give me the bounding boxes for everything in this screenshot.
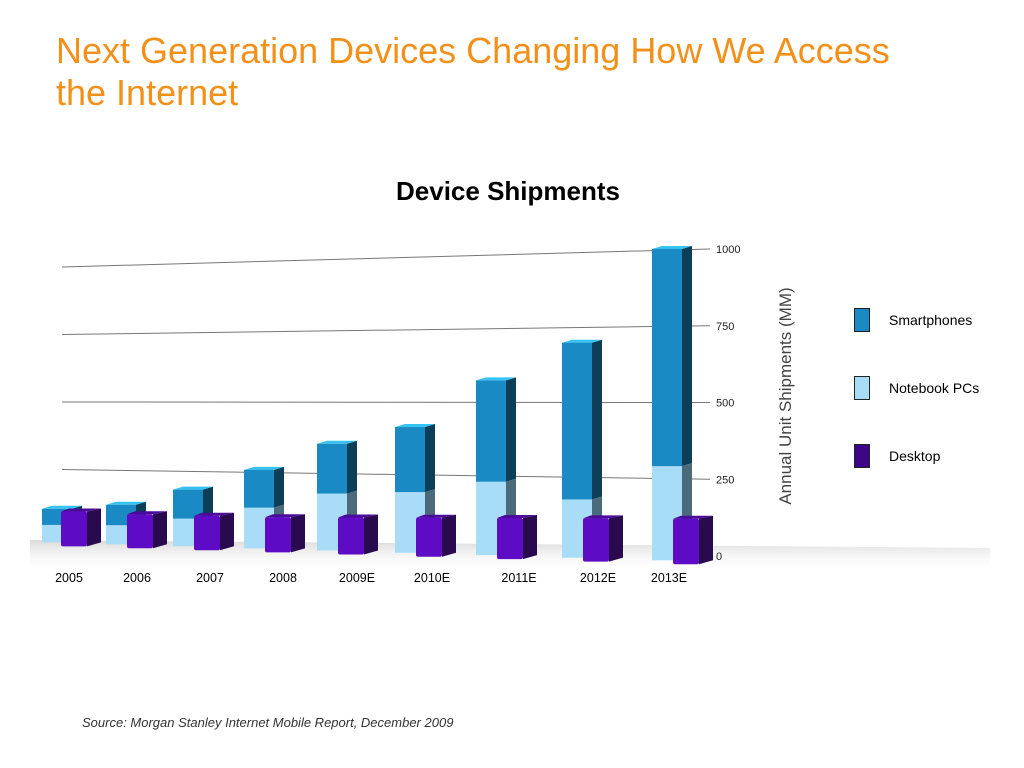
bar-group-2013e	[652, 246, 713, 565]
desktop-bar	[265, 517, 291, 553]
smartphones-bar	[395, 427, 425, 493]
desktop-bar-top	[265, 514, 305, 518]
desktop-bar-side	[609, 515, 623, 562]
x-tick-label: 2012E	[580, 571, 616, 585]
legend-label: Notebook PCs	[889, 380, 980, 396]
smartphones-bar	[244, 469, 274, 508]
y-axis-label: Annual Unit Shipments (MM)	[776, 287, 795, 504]
smartphones-bar	[173, 489, 203, 519]
desktop-bar	[673, 518, 699, 565]
desktop-bar-side	[442, 514, 456, 557]
desktop-bar-side	[220, 512, 234, 551]
bar-group-2007	[173, 486, 234, 551]
smartphones-bar	[317, 443, 347, 494]
desktop-bar-side	[699, 515, 713, 565]
desktop-bar-top	[338, 514, 378, 518]
desktop-bar	[338, 517, 364, 555]
gridline	[61, 248, 711, 268]
desktop-bar-top	[127, 511, 167, 515]
y-tick-label: 750	[716, 321, 734, 333]
desktop-bar-top	[194, 512, 234, 516]
desktop-bar	[497, 518, 523, 560]
smartphones-bar-side	[203, 486, 213, 519]
x-tick-label: 2010E	[414, 571, 450, 585]
legend-label: Smartphones	[889, 312, 973, 328]
legend-swatch-smartphones	[854, 308, 870, 332]
desktop-bar-side	[153, 511, 167, 549]
desktop-bar	[416, 517, 442, 557]
desktop-bar-top	[416, 514, 456, 518]
x-tick-label: 2009E	[339, 571, 375, 585]
x-tick-label: 2005	[55, 571, 83, 585]
desktop-bar-top	[583, 515, 623, 519]
desktop-bar-top	[61, 508, 101, 512]
chart-title: Device Shipments	[396, 176, 620, 206]
desktop-bar	[61, 511, 87, 547]
y-axis-ticks: 0 250 500 750 1000	[716, 244, 740, 563]
x-tick-label: 2013E	[651, 571, 687, 585]
desktop-bar-side	[87, 508, 101, 547]
desktop-bar	[194, 515, 220, 551]
slide-title: Next Generation Devices Changing How We …	[56, 30, 890, 113]
x-axis-labels: 2005 2006 2007 2008 2009E 2010E 2011E 2012E 2013…	[55, 571, 687, 585]
smartphones-bar-side	[274, 466, 284, 508]
smartphones-bar-top	[106, 501, 146, 505]
smartphones-bar-side	[506, 377, 516, 482]
gridline	[61, 325, 711, 335]
bar-group-2009e	[317, 440, 378, 555]
smartphones-bar-top	[244, 466, 284, 470]
legend-swatch-desktop	[854, 444, 870, 468]
y-tick-label: 1000	[716, 244, 740, 256]
smartphones-bar-top	[42, 505, 82, 509]
desktop-bar-side	[364, 514, 378, 555]
bars	[42, 246, 713, 565]
y-tick-label: 500	[716, 398, 734, 410]
smartphones-bar-top	[317, 440, 357, 444]
desktop-bar	[127, 514, 153, 549]
smartphones-bar-top	[562, 339, 602, 343]
bar-group-2005	[42, 505, 101, 547]
y-tick-label: 250	[716, 474, 734, 486]
smartphones-bar	[476, 380, 506, 482]
smartphones-bar-top	[476, 377, 516, 381]
x-tick-label: 2011E	[501, 571, 536, 585]
smartphones-bar-side	[682, 246, 692, 467]
bar-group-2008	[244, 466, 305, 553]
x-tick-label: 2007	[196, 571, 224, 585]
legend-swatch-notebook-pcs	[854, 376, 870, 400]
legend-label: Desktop	[889, 448, 941, 464]
smartphones-bar-top	[173, 486, 213, 490]
smartphones-bar-side	[347, 440, 357, 494]
desktop-bar	[583, 518, 609, 562]
x-tick-label: 2008	[269, 571, 297, 585]
y-tick-label: 0	[716, 551, 722, 563]
smartphones-bar-side	[425, 424, 435, 493]
desktop-bar-top	[673, 515, 713, 519]
smartphones-bar-top	[652, 246, 692, 250]
gridline	[61, 469, 711, 480]
gridline	[61, 401, 711, 403]
legend-item-smartphones: Smartphones	[854, 308, 972, 332]
smartphones-bar-side	[592, 339, 602, 500]
desktop-bar-side	[291, 514, 305, 553]
x-tick-label: 2006	[123, 571, 151, 585]
bar-group-2010e	[395, 424, 456, 557]
smartphones-bar-top	[395, 424, 435, 428]
desktop-bar-top	[497, 515, 537, 519]
gridlines	[61, 248, 711, 480]
smartphones-bar	[562, 342, 592, 500]
bar-group-2006	[106, 501, 167, 549]
legend-item-desktop: Desktop	[854, 444, 940, 468]
smartphones-bar	[652, 249, 682, 467]
desktop-bar-side	[523, 515, 537, 560]
bar-group-2011e	[476, 377, 537, 560]
source-note: Source: Morgan Stanley Internet Mobile R…	[82, 715, 454, 730]
legend-item-notebook-pcs: Notebook PCs	[854, 376, 979, 400]
bar-group-2012e	[562, 339, 623, 562]
